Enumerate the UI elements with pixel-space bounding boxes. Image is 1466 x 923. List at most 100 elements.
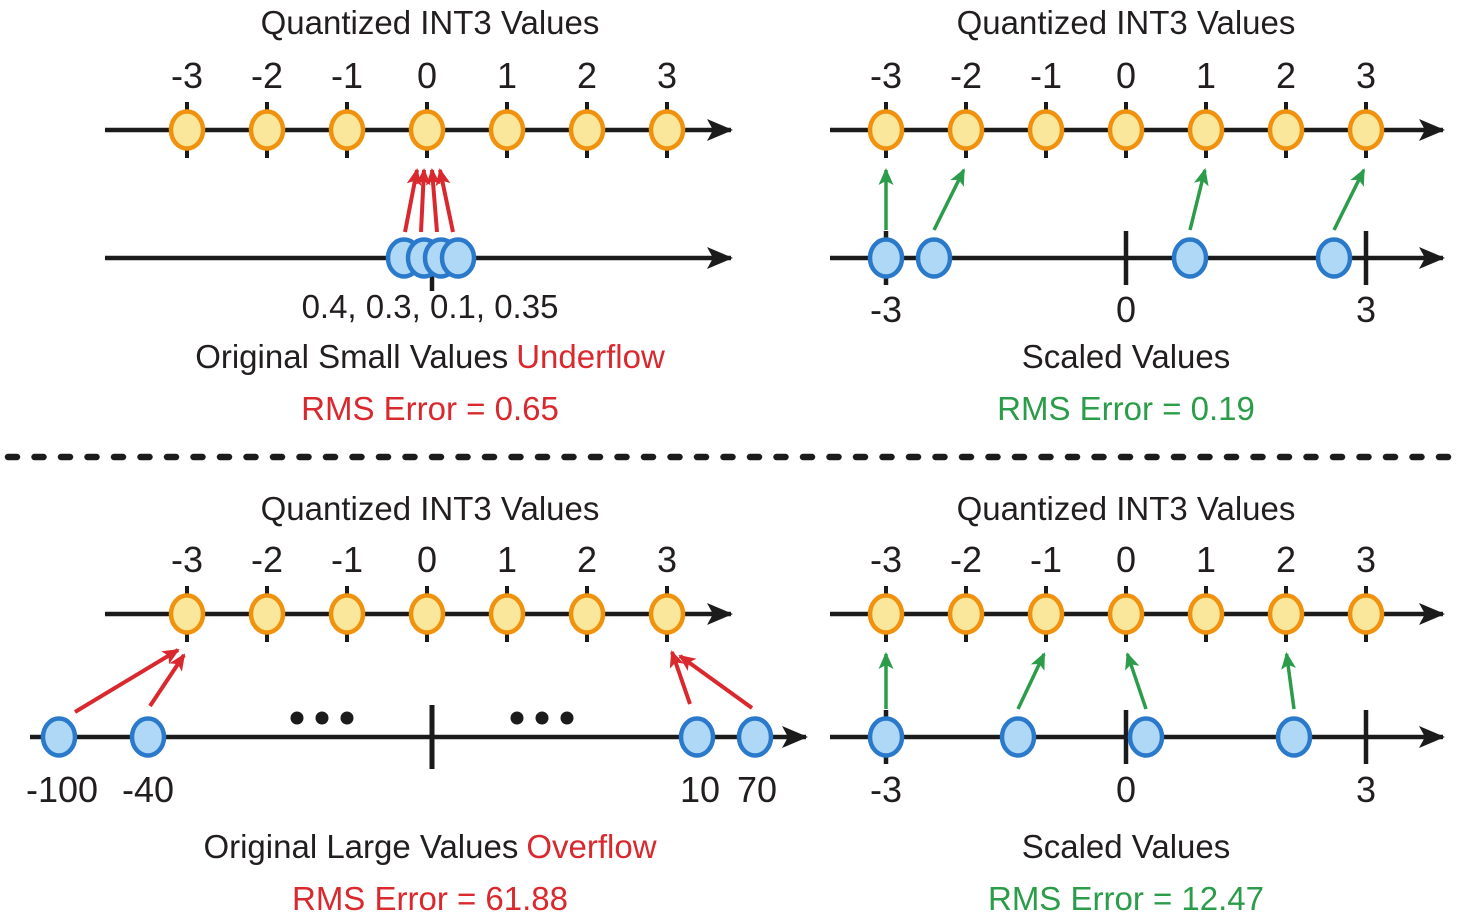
scaled-tick-label: 0 [1116, 769, 1136, 810]
quantized-point [488, 109, 526, 151]
quantized-point [568, 593, 606, 635]
int-label: 1 [1196, 55, 1216, 96]
quantized-point [328, 593, 366, 635]
quantized-point [947, 593, 985, 635]
panel-title: Quantized INT3 Values [261, 490, 600, 527]
panel-caption: Original Large Values Overflow [203, 828, 656, 865]
int-label: -2 [950, 55, 982, 96]
panel-caption: Scaled Values [1022, 338, 1231, 375]
panel-caption: Original Small Values Underflow [195, 338, 665, 375]
int-label: 1 [1196, 539, 1216, 580]
int-label: -3 [171, 55, 203, 96]
quantized-point [648, 109, 686, 151]
quantized-point [408, 593, 446, 635]
panel-underflow-original: Quantized INT3 Values -3 -2 -1 0 1 2 3 0.4, 0.3,… [105, 4, 733, 427]
ellipsis-dot [290, 711, 304, 725]
quantized-point [1267, 593, 1305, 635]
int-label: -1 [1030, 55, 1062, 96]
scaled-tick-label: 0 [1116, 289, 1136, 330]
quantized-point [1107, 593, 1145, 635]
mapping-arrow [1188, 168, 1209, 231]
int-label: -1 [331, 539, 363, 580]
original-point [1127, 716, 1165, 758]
quantized-point [168, 109, 206, 151]
original-point [999, 716, 1037, 758]
mapping-arrow [1016, 652, 1046, 710]
quantized-point [168, 593, 206, 635]
int-label: 0 [1116, 55, 1136, 96]
quantized-point [1107, 109, 1145, 151]
quantized-point [488, 593, 526, 635]
panel-overflow-original: Quantized INT3 Values -3 -2 -1 0 1 2 3 -100 -40 10… [26, 490, 808, 917]
int-label: 3 [657, 55, 677, 96]
quantized-point [248, 593, 286, 635]
mapping-arrow [1125, 652, 1148, 710]
mapping-arrow [435, 168, 455, 233]
original-point [1275, 716, 1313, 758]
int-label: -2 [251, 539, 283, 580]
original-point [1315, 237, 1353, 279]
scaled-tick-label: 3 [1356, 769, 1376, 810]
original-values-label: 0.4, 0.3, 0.1, 0.35 [302, 288, 559, 325]
mapping-arrow [1281, 652, 1297, 710]
int-label: 3 [1356, 539, 1376, 580]
caption-main: Original Small Values [195, 338, 508, 375]
quantized-point [568, 109, 606, 151]
int-label: -3 [870, 55, 902, 96]
int-label: 0 [417, 55, 437, 96]
int-label: -3 [870, 539, 902, 580]
rms-error-label: RMS Error = 0.19 [997, 390, 1255, 427]
quantized-point [1347, 593, 1385, 635]
rms-error-label: RMS Error = 61.88 [292, 880, 568, 917]
quantized-point [1347, 109, 1385, 151]
int-label: 0 [1116, 539, 1136, 580]
quantized-point [1027, 593, 1065, 635]
int-label: -2 [251, 55, 283, 96]
panel-title: Quantized INT3 Values [261, 4, 600, 41]
original-value-label: -100 [26, 769, 98, 810]
int-label: -3 [171, 539, 203, 580]
panel-underflow-scaled: Quantized INT3 Values -3 -2 -1 0 1 2 3 -3 0 3 Scale… [830, 4, 1445, 427]
mapping-arrow [415, 168, 431, 233]
int-label: 3 [1356, 55, 1376, 96]
caption-highlight: Underflow [516, 338, 665, 375]
caption-highlight: Overflow [526, 828, 656, 865]
int-label: 3 [657, 539, 677, 580]
quantized-point [1187, 593, 1225, 635]
mapping-arrow [669, 650, 692, 705]
panel-title: Quantized INT3 Values [957, 4, 1296, 41]
quantized-point [867, 109, 905, 151]
mapping-arrow [425, 168, 441, 233]
mapping-arrow [148, 653, 186, 708]
ellipsis-dot [340, 711, 354, 725]
original-point [439, 237, 477, 279]
original-value-label: -40 [122, 769, 174, 810]
int-label: 2 [1276, 539, 1296, 580]
mapping-arrow [678, 654, 754, 710]
scaled-tick-label: 3 [1356, 289, 1376, 330]
quantized-point [648, 593, 686, 635]
ellipsis-dot [560, 711, 574, 725]
original-value-label: 70 [737, 769, 777, 810]
int-label: 2 [577, 55, 597, 96]
ellipsis-dot [535, 711, 549, 725]
int-label: 2 [1276, 55, 1296, 96]
ellipsis-dot [510, 711, 524, 725]
quantized-point [867, 593, 905, 635]
int-label: -1 [1030, 539, 1062, 580]
rms-error-label: RMS Error = 0.65 [301, 390, 559, 427]
original-point [867, 716, 905, 758]
quantized-point [248, 109, 286, 151]
quantized-point [1027, 109, 1065, 151]
int-label: 1 [497, 55, 517, 96]
panel-overflow-scaled: Quantized INT3 Values -3 -2 -1 0 1 2 3 -3 0 3 Scale… [830, 490, 1445, 917]
quantized-point [328, 109, 366, 151]
original-point [736, 716, 774, 758]
quantized-point [408, 109, 446, 151]
quantized-point [947, 109, 985, 151]
mapping-arrow [73, 648, 180, 714]
original-point [867, 237, 905, 279]
int-label: 0 [417, 539, 437, 580]
quantized-point [1267, 109, 1305, 151]
